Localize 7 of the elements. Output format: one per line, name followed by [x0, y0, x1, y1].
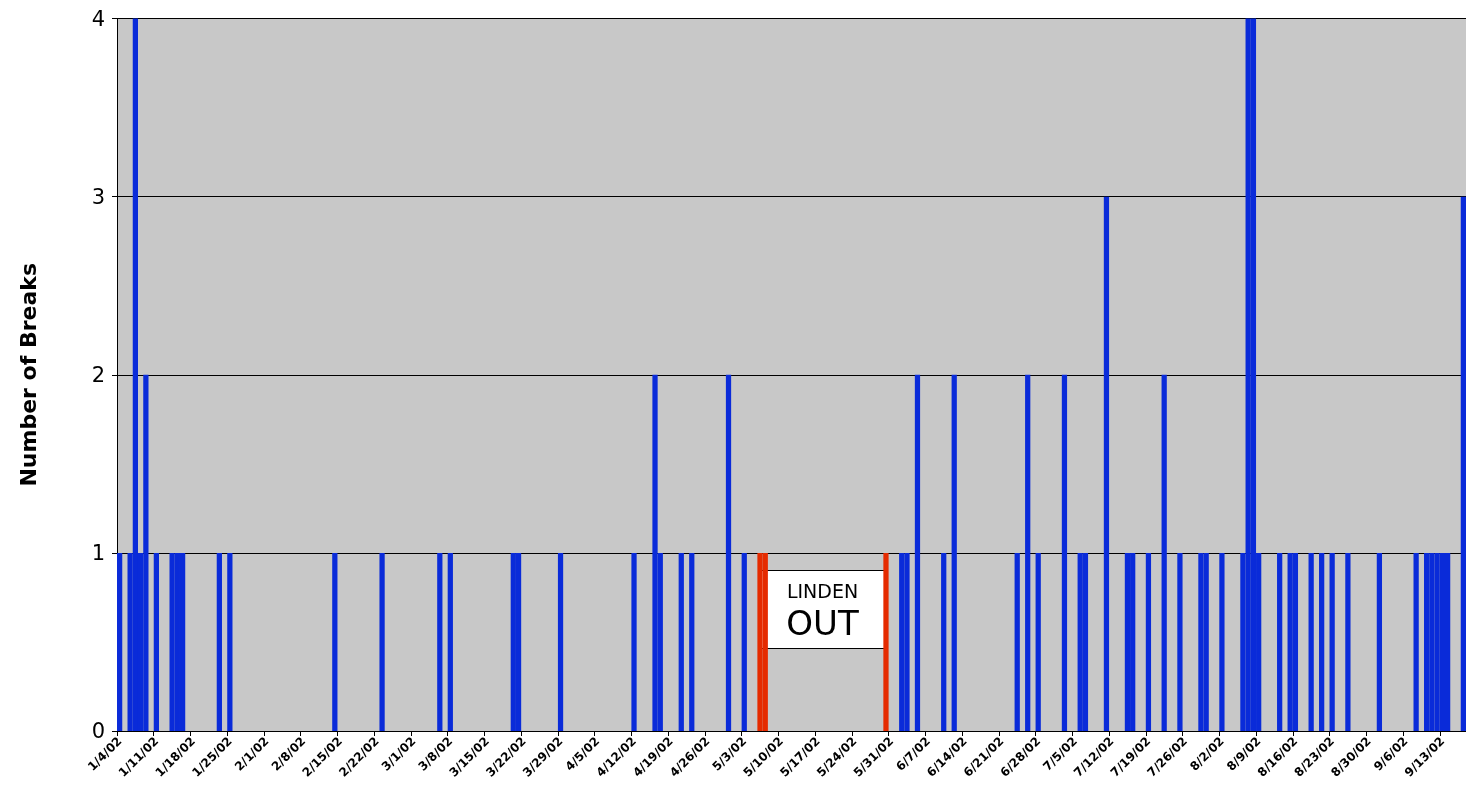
y-axis-title: Number of Breaks — [15, 262, 41, 487]
y-tick-label: 4 — [91, 6, 105, 31]
y-tick-label: 1 — [91, 540, 105, 565]
y-tick-label: 3 — [91, 184, 105, 209]
annotation: LINDEN OUT — [786, 579, 859, 643]
y-tick-label: 2 — [91, 362, 105, 387]
y-tick-label: 0 — [91, 719, 105, 743]
